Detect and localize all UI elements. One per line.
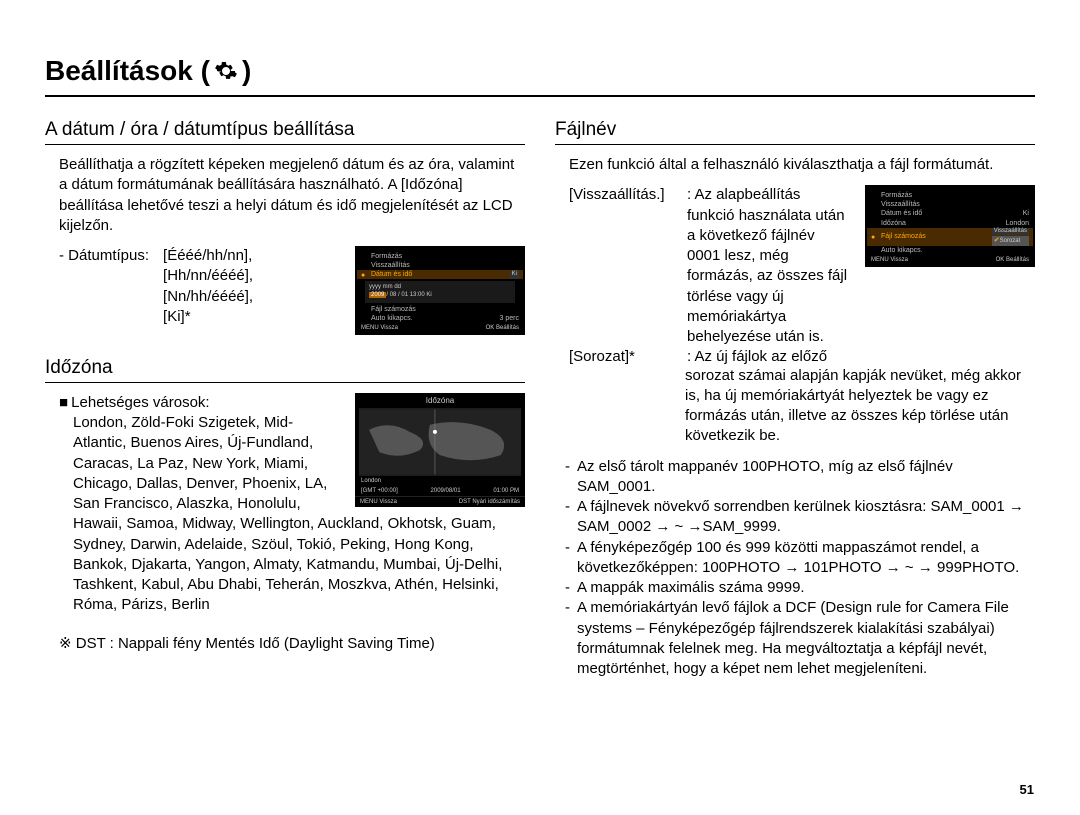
menu-item: Dátum és idő — [371, 270, 412, 279]
menu-item: Visszaállítás — [881, 200, 920, 209]
map-time: 01:00 PM — [493, 488, 519, 494]
menu-screenshot-filename: Formázás Visszaállítás Dátum és időKi Id… — [865, 185, 1035, 267]
cities-list-short: London, Zöld-Foki Szigetek, Mid-Atlantic… — [59, 413, 341, 514]
map-date: 2009/08/01 — [431, 488, 461, 494]
date-type-options: [Éééé/hh/nn], [Hh/nn/éééé], [Nn/hh/éééé]… — [163, 246, 253, 327]
map-city: London — [361, 478, 381, 484]
dst-note: ※ DST : Nappali fény Mentés Idő (Dayligh… — [45, 634, 525, 654]
cities-list-rest: Hawaii, Samoa, Midway, Wellington, Auckl… — [45, 514, 525, 615]
menu-item: Dátum és idő — [881, 209, 922, 218]
page-title: Beállítások ( ) — [45, 55, 1035, 97]
right-column: Fájlnév Ezen funkció által a felhasználó… — [555, 115, 1035, 679]
bullet-2: A fényképezőgép 100 és 999 közötti mappa… — [577, 538, 1035, 579]
menu-item: Auto kikapcs. — [371, 314, 413, 323]
series-body-first: : Az új fájlok az előző — [687, 347, 851, 367]
menu-item: Visszaállítás — [371, 261, 410, 270]
menu-item: Formázás — [371, 252, 402, 261]
menu-item: Időzóna — [881, 219, 906, 228]
menu-item: Fájl számozás — [371, 305, 416, 314]
title-prefix: Beállítások ( — [45, 55, 210, 87]
title-suffix: ) — [242, 55, 251, 87]
series-body-rest: sorozat számai alapján kapják nevüket, m… — [555, 366, 1035, 447]
menu-item: Auto kikapcs. — [881, 246, 923, 255]
map-screenshot: Időzóna London [GMT +0 — [355, 393, 525, 507]
date-type-block: - Dátumtípus: — [59, 246, 149, 266]
reset-body: : Az alapbeállítás funkció használata ut… — [687, 185, 851, 347]
date-hint: yyyy mm dd — [369, 284, 511, 292]
menu-screenshot-date: Formázás Visszaállítás ●Dátum és időKi y… — [355, 246, 525, 335]
page-number: 51 — [1020, 782, 1034, 797]
map-title: Időzóna — [355, 393, 525, 408]
gear-icon — [214, 59, 238, 83]
date-type-label: - Dátumtípus: — [59, 246, 149, 266]
left-column: A dátum / óra / dátumtípus beállítása Be… — [45, 115, 525, 679]
bullet-4: A memóriakártyán levő fájlok a DCF (Desi… — [577, 598, 1035, 679]
reset-label: [Visszaállítás.] — [569, 185, 681, 347]
menu-item: Fájl számozás — [881, 232, 926, 241]
section-date-body: Beállíthatja a rögzített képeken megjele… — [45, 155, 525, 236]
bullet-3: A mappák maximális száma 9999. — [577, 578, 805, 598]
menu-item: Formázás — [881, 191, 912, 200]
section-filename-title: Fájlnév — [555, 119, 1035, 145]
bullet-1: A fájlnevek növekvő sorrendben kerülnek … — [577, 497, 1035, 538]
cities-label: Lehetséges városok: — [71, 394, 209, 411]
map-gmt: [GMT +00:00] — [361, 488, 398, 494]
bullet-0: Az első tárolt mappanév 100PHOTO, míg az… — [577, 457, 1035, 498]
series-label: [Sorozat]* — [569, 347, 681, 367]
section-date-title: A dátum / óra / dátumtípus beállítása — [45, 119, 525, 145]
filename-intro: Ezen funkció által a felhasználó kiválas… — [555, 155, 1035, 175]
section-timezone-title: Időzóna — [45, 357, 525, 383]
